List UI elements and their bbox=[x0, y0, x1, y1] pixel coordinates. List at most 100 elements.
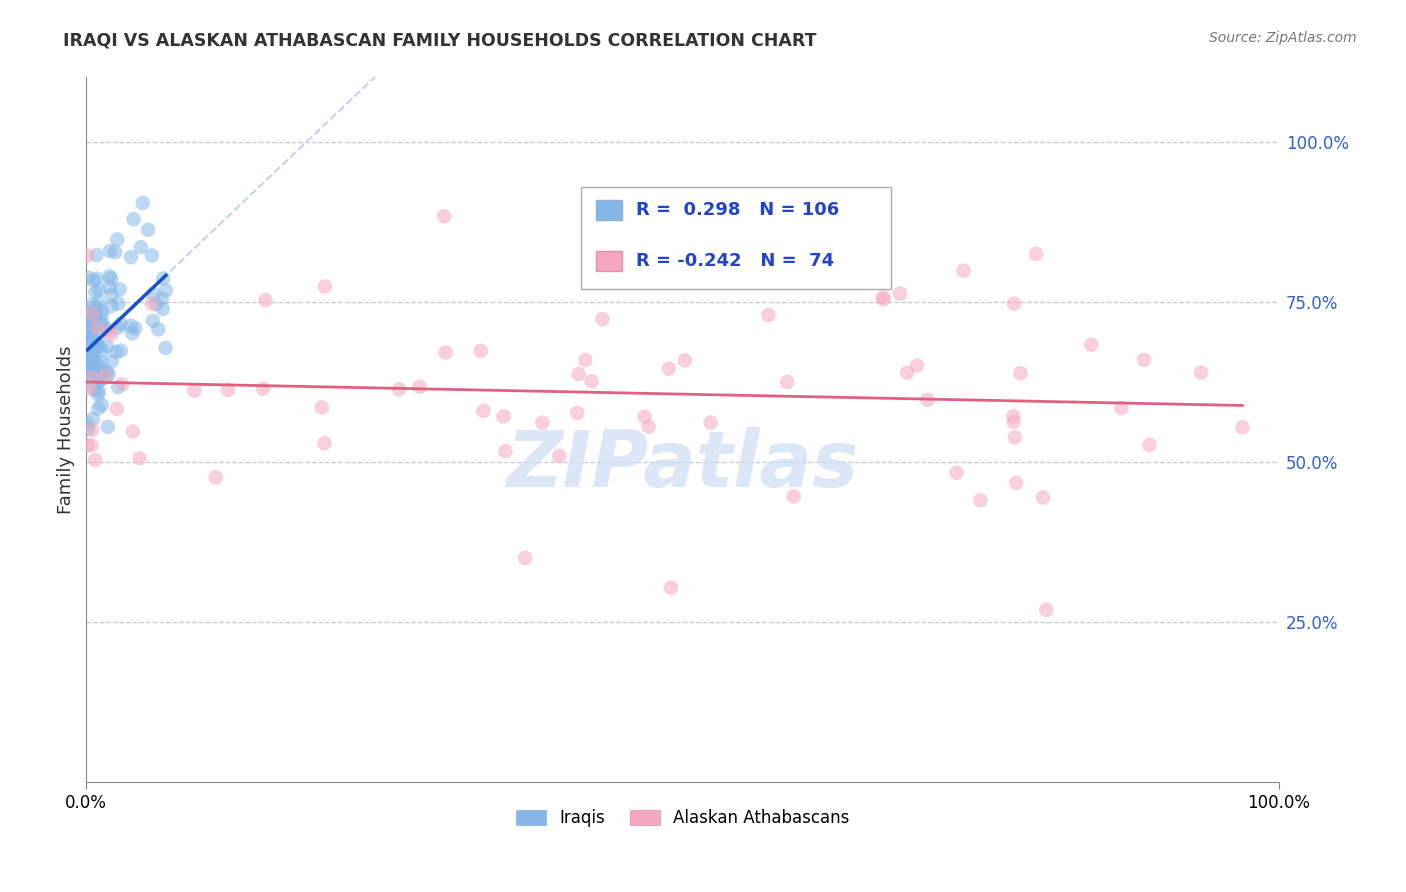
Point bbox=[969, 493, 991, 508]
Point bbox=[90, 355, 112, 369]
Point bbox=[945, 466, 967, 480]
Point bbox=[87, 359, 110, 374]
Point bbox=[634, 409, 657, 424]
Point bbox=[82, 357, 104, 371]
Point bbox=[94, 368, 117, 383]
Point bbox=[104, 245, 127, 260]
Point bbox=[314, 436, 336, 450]
Point bbox=[79, 326, 101, 341]
Point bbox=[90, 372, 112, 386]
Point bbox=[107, 380, 129, 394]
Point bbox=[470, 343, 492, 358]
Point bbox=[1032, 491, 1054, 505]
Point bbox=[82, 307, 104, 321]
Point bbox=[98, 269, 121, 284]
Point bbox=[141, 248, 163, 262]
Point bbox=[111, 377, 134, 392]
Point bbox=[1139, 438, 1161, 452]
Point bbox=[77, 363, 100, 377]
Point bbox=[84, 453, 107, 467]
Point bbox=[86, 301, 108, 315]
Text: ZIPatlas: ZIPatlas bbox=[506, 427, 859, 503]
Point bbox=[83, 273, 105, 287]
Point bbox=[142, 287, 165, 301]
Point bbox=[1035, 603, 1057, 617]
Point bbox=[82, 343, 104, 358]
Point bbox=[142, 314, 165, 328]
Point bbox=[1010, 366, 1032, 380]
Point bbox=[82, 360, 104, 375]
Point bbox=[90, 398, 112, 412]
Point bbox=[84, 340, 107, 354]
Point bbox=[80, 298, 103, 312]
Point bbox=[89, 315, 111, 329]
Point bbox=[252, 382, 274, 396]
Point bbox=[100, 288, 122, 302]
Point bbox=[783, 489, 806, 503]
Point bbox=[82, 412, 104, 426]
Point bbox=[658, 361, 681, 376]
Point bbox=[87, 387, 110, 401]
Point bbox=[94, 322, 117, 336]
Point bbox=[84, 309, 107, 323]
Point bbox=[1133, 352, 1156, 367]
Point bbox=[122, 212, 145, 227]
Point bbox=[76, 366, 98, 380]
Point bbox=[84, 304, 107, 318]
Point bbox=[91, 308, 114, 322]
Point bbox=[204, 470, 226, 484]
Point bbox=[77, 422, 100, 436]
Point bbox=[84, 355, 107, 369]
Point bbox=[1002, 296, 1025, 310]
Point bbox=[76, 417, 98, 431]
Point bbox=[98, 244, 121, 258]
Point bbox=[76, 353, 98, 368]
Point bbox=[136, 223, 159, 237]
Point bbox=[98, 324, 121, 338]
Point bbox=[314, 279, 336, 293]
Point bbox=[83, 333, 105, 347]
Point bbox=[1002, 409, 1025, 424]
Point bbox=[86, 271, 108, 285]
Point bbox=[758, 308, 780, 322]
Point bbox=[105, 345, 128, 359]
Point bbox=[872, 290, 894, 304]
Point bbox=[124, 321, 146, 335]
Point bbox=[120, 250, 142, 264]
Point bbox=[254, 293, 277, 308]
Point bbox=[148, 322, 170, 336]
Point bbox=[79, 346, 101, 360]
Point bbox=[76, 365, 98, 379]
Point bbox=[129, 240, 152, 254]
Point bbox=[217, 383, 239, 397]
Y-axis label: Family Households: Family Households bbox=[58, 345, 75, 514]
FancyBboxPatch shape bbox=[596, 200, 621, 220]
Point bbox=[82, 423, 104, 437]
Point bbox=[87, 384, 110, 399]
Point bbox=[494, 444, 516, 458]
Point bbox=[574, 353, 596, 368]
Point bbox=[141, 297, 163, 311]
Point bbox=[82, 363, 104, 377]
Point bbox=[388, 383, 411, 397]
Point bbox=[76, 347, 98, 361]
Point bbox=[91, 371, 114, 385]
Point bbox=[592, 312, 614, 326]
Point bbox=[917, 392, 939, 407]
Point bbox=[77, 305, 100, 319]
Point bbox=[77, 270, 100, 285]
Point bbox=[952, 263, 974, 277]
Point bbox=[86, 369, 108, 384]
Point bbox=[87, 375, 110, 389]
FancyBboxPatch shape bbox=[596, 251, 621, 271]
Point bbox=[776, 375, 799, 389]
Point bbox=[86, 248, 108, 262]
Point bbox=[1005, 475, 1028, 490]
Point bbox=[76, 359, 98, 373]
Point bbox=[97, 420, 120, 434]
Point bbox=[1025, 247, 1047, 261]
Point bbox=[183, 384, 205, 398]
Point bbox=[122, 425, 145, 439]
Point bbox=[98, 280, 121, 294]
Point bbox=[408, 380, 430, 394]
